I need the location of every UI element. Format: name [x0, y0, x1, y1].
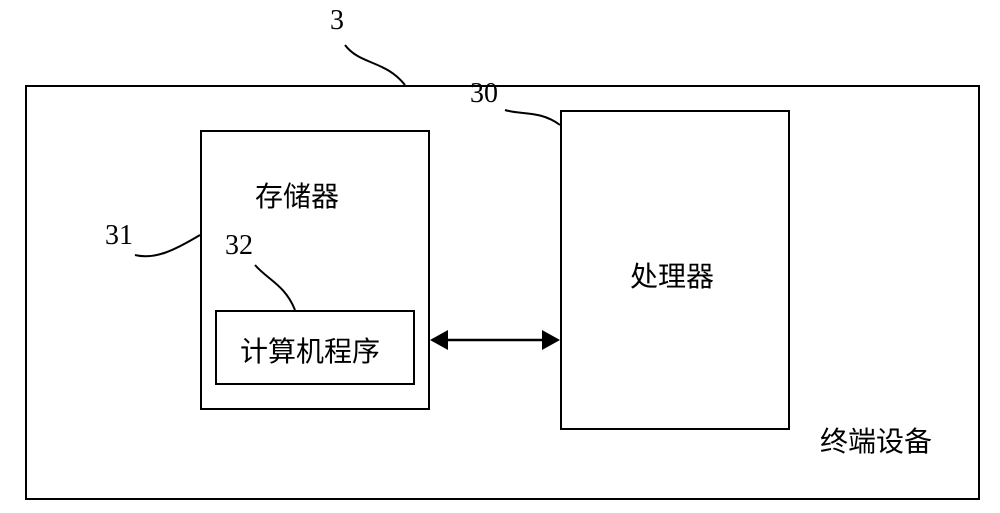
terminal-device-diagram: 终端设备 存储器 计算机程序 处理器 3 30 31 32	[0, 0, 1000, 513]
callout-30: 30	[470, 78, 498, 110]
callout-31: 31	[105, 220, 133, 252]
processor-label: 处理器	[630, 255, 714, 295]
leader-3	[345, 45, 405, 85]
memory-label: 存储器	[255, 175, 339, 215]
terminal-device-label: 终端设备	[820, 420, 932, 460]
program-label: 计算机程序	[240, 330, 380, 370]
callout-3: 3	[330, 5, 344, 37]
callout-32: 32	[225, 230, 253, 262]
